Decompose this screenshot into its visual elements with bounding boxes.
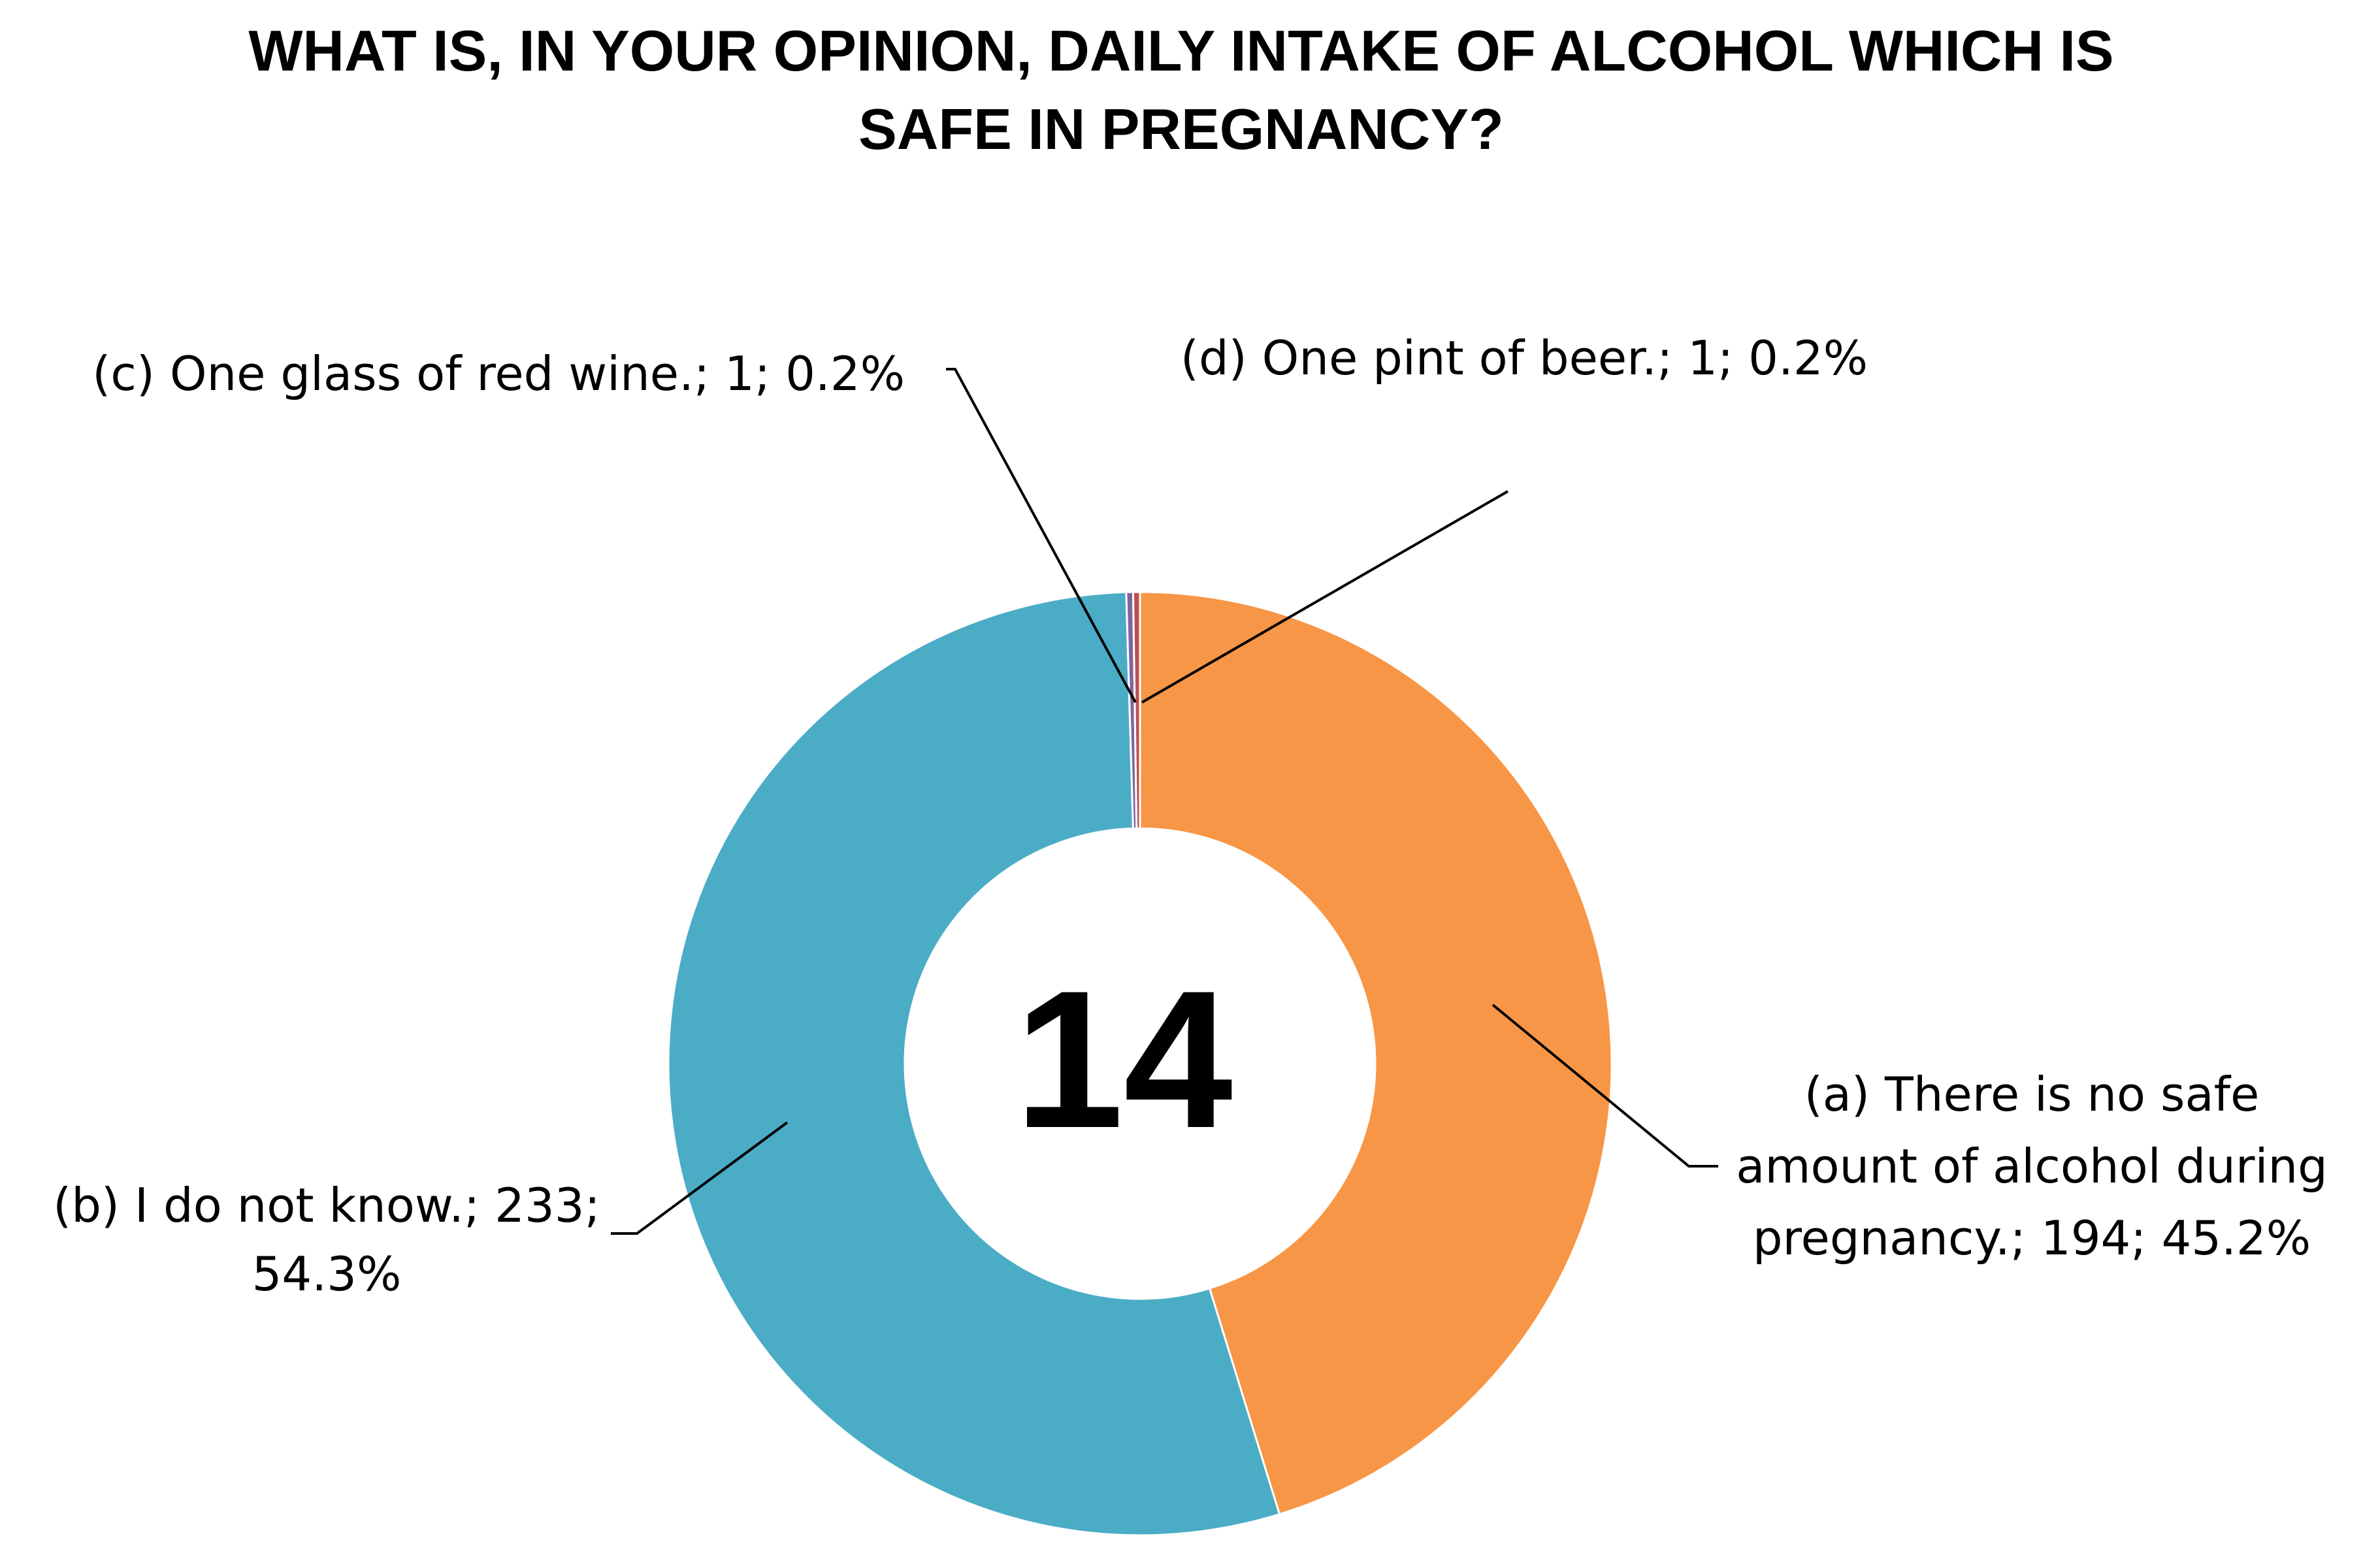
chart-title: WHAT IS, IN YOUR OPINION, DAILY INTAKE O… (248, 18, 2113, 161)
donut-center-label: 14 (1015, 949, 1234, 1169)
chart-title-line-1: WHAT IS, IN YOUR OPINION, DAILY INTAKE O… (248, 18, 2113, 83)
slice-label-line: (d) One pint of beer.; 1; 0.2% (1181, 331, 1868, 385)
leader-lines (611, 368, 1718, 1235)
donut-slice (667, 591, 1281, 1537)
slice-label-line: (b) I do not know.; 233; (53, 1178, 600, 1233)
leader-line (1491, 1004, 1718, 1168)
slice-data-label: (b) I do not know.; 233; 54.3% (53, 1178, 600, 1301)
chart-title-line-2: SAFE IN PREGNANCY? (858, 97, 1504, 161)
slice-labels: (a) There is no safe amount of alcohol du… (53, 331, 2328, 1301)
slice-label-line: amount of alcohol during (1736, 1139, 2328, 1194)
slice-data-label: (a) There is no safe amount of alcohol du… (1736, 1067, 2328, 1266)
leader-line (1141, 490, 1508, 704)
slice-data-label: (c) One glass of red wine.; 1; 0.2% (92, 346, 905, 401)
slice-label-line: 54.3% (252, 1247, 402, 1301)
donut-slices (667, 591, 1613, 1537)
slice-label-line: (a) There is no safe (1804, 1067, 2260, 1122)
slice-label-line: (c) One glass of red wine.; 1; 0.2% (92, 346, 905, 401)
leader-line (946, 368, 1137, 703)
slice-data-label: (d) One pint of beer.; 1; 0.2% (1181, 331, 1868, 385)
donut-slice (1139, 591, 1613, 1516)
donut-slice (1132, 591, 1141, 830)
leader-line (611, 1121, 789, 1235)
slice-label-line: pregnancy.; 194; 45.2% (1753, 1211, 2311, 1266)
